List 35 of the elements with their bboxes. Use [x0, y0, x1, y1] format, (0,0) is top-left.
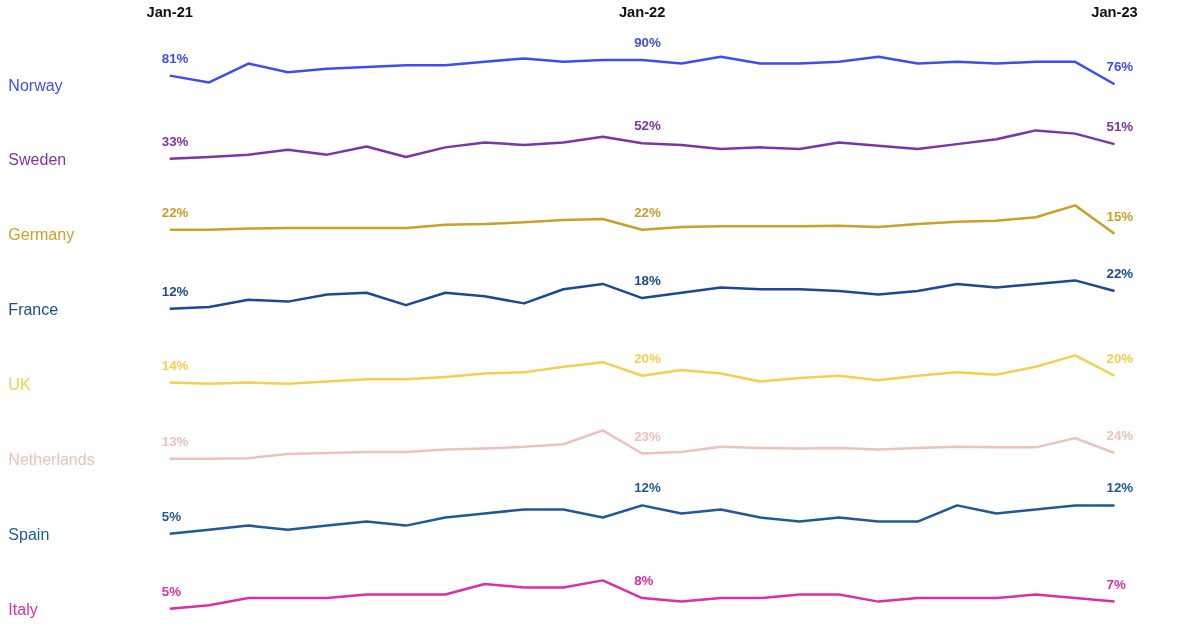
data-label: 51% [1106, 119, 1134, 135]
data-label: 13% [161, 433, 189, 449]
data-label: 20% [1106, 350, 1134, 366]
x-tick-label: Jan-21 [146, 3, 193, 20]
data-label: 14% [161, 357, 189, 373]
data-label: 7% [1106, 576, 1126, 592]
data-label: 81% [161, 50, 189, 66]
data-label: 12% [634, 480, 661, 496]
data-label: 90% [634, 35, 661, 51]
data-label: 5% [161, 508, 182, 524]
text: Norway [8, 76, 63, 94]
x-tick-label: Jan-22 [618, 3, 666, 20]
data-label: 22% [634, 204, 661, 220]
data-label: 22% [161, 204, 189, 220]
data-label: 33% [161, 133, 189, 149]
x-tick-label: Jan-23 [1091, 3, 1138, 20]
text: UK [8, 376, 31, 394]
data-label: 8% [634, 573, 654, 589]
data-label: 23% [634, 428, 661, 444]
data-label: 22% [1106, 266, 1134, 281]
data-label: 24% [1106, 428, 1134, 444]
data-label: 18% [634, 273, 661, 289]
text: Spain [8, 526, 50, 544]
data-label: 76% [1106, 59, 1134, 75]
text: Italy [8, 601, 38, 619]
text: Germany [8, 226, 75, 244]
text: France [8, 301, 59, 319]
data-label: 12% [1106, 480, 1134, 496]
data-label: 5% [161, 583, 182, 599]
data-label: 52% [634, 118, 661, 134]
data-label: 20% [634, 350, 661, 366]
data-label: 12% [161, 283, 189, 299]
data-label: 15% [1106, 208, 1134, 224]
text: Netherlands [8, 451, 95, 469]
text: Sweden [8, 151, 67, 169]
